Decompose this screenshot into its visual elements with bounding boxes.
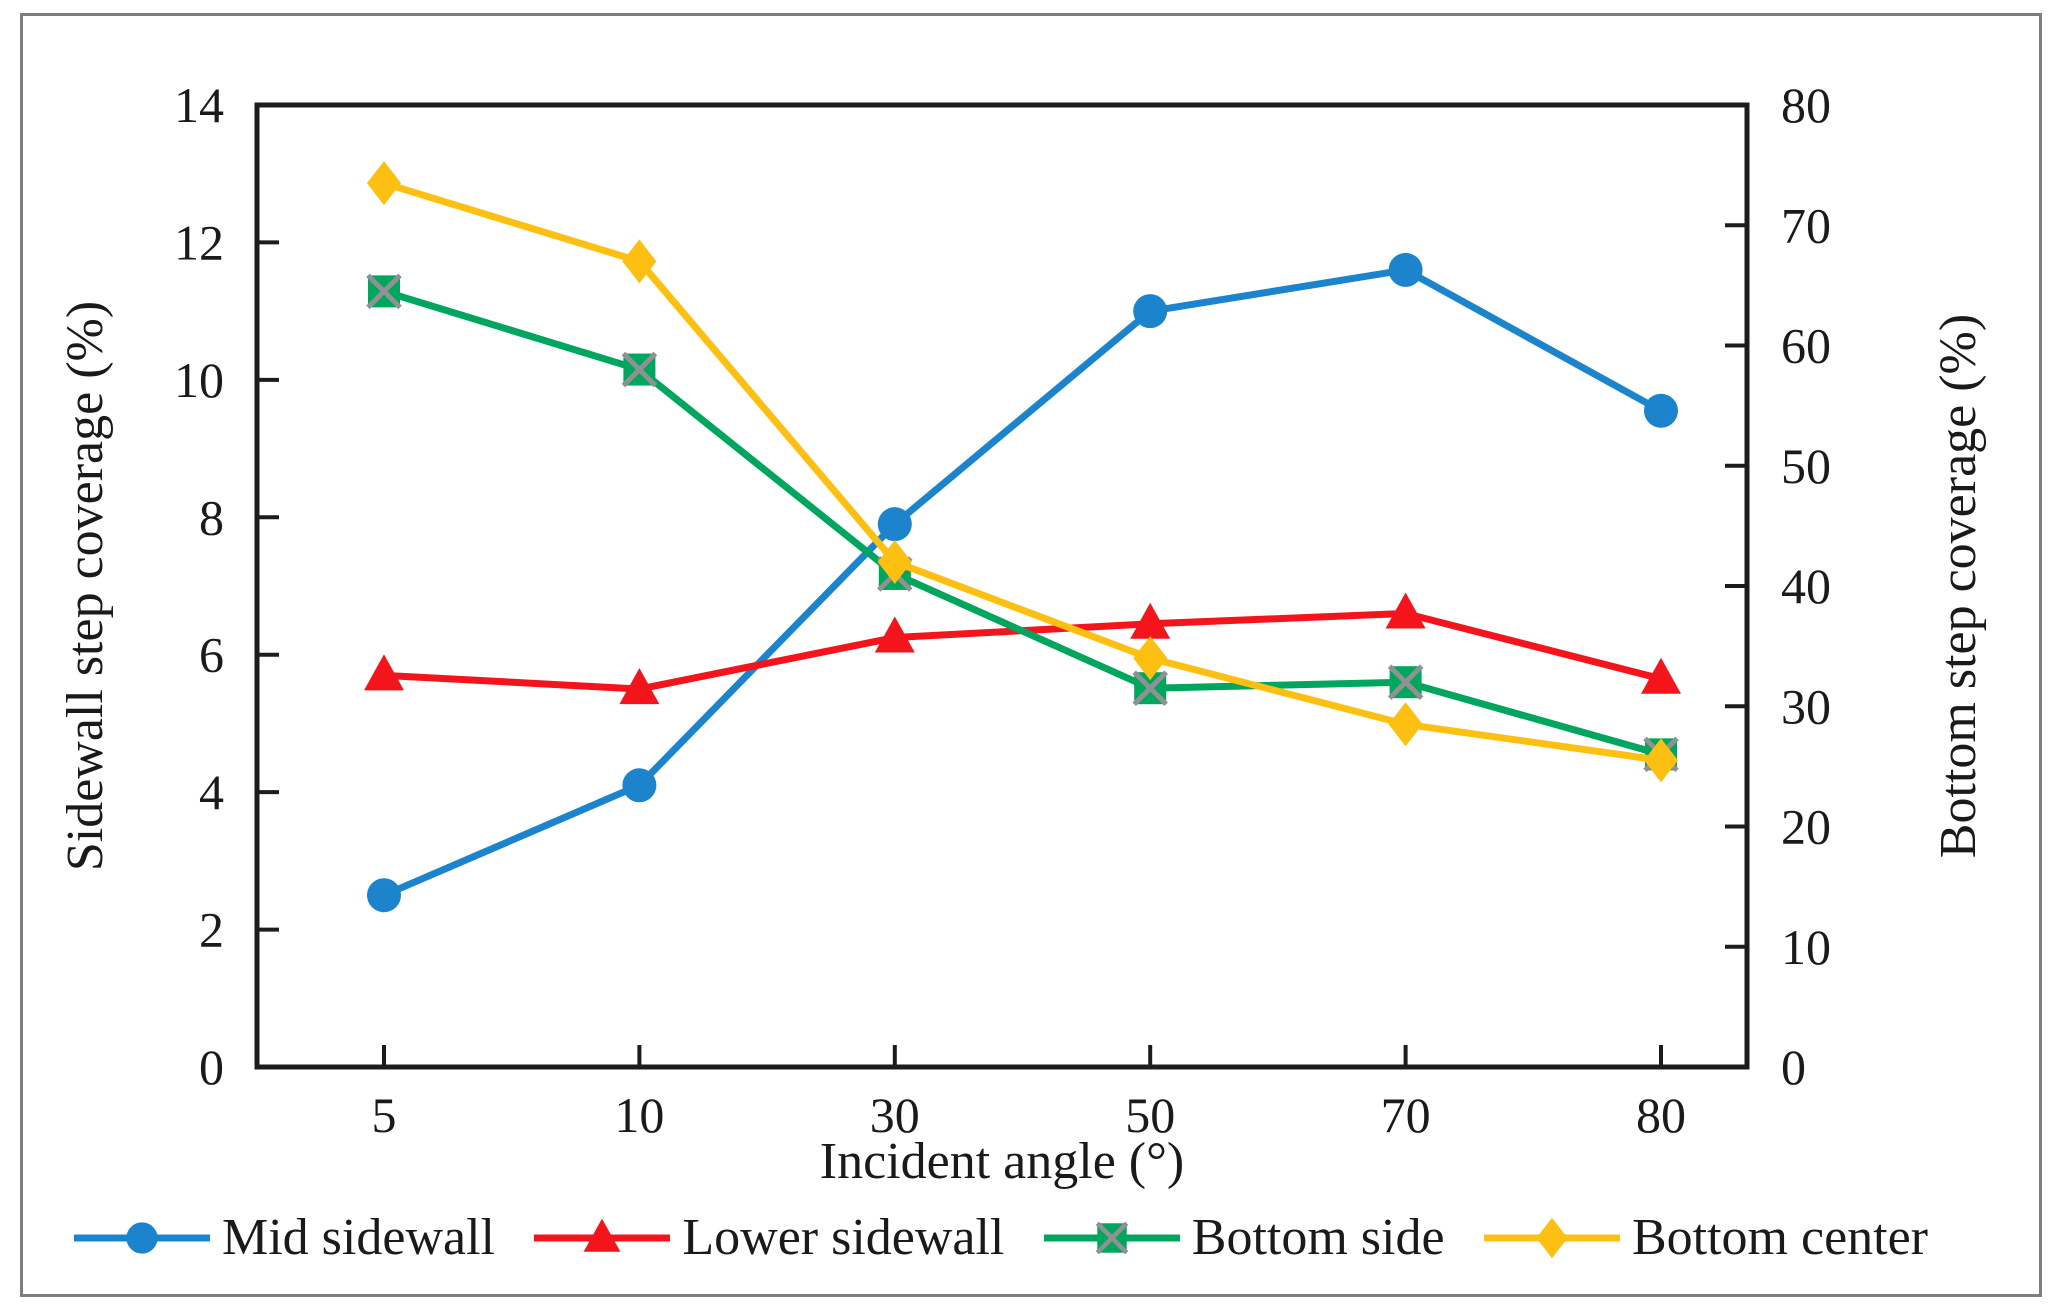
legend-label: Bottom side (1191, 1209, 1445, 1266)
series-marker-diamond (1388, 702, 1423, 747)
series-line-mid-sidewall (380, 266, 1665, 899)
plot-frame (254, 102, 1750, 1070)
square-x-legend-icon (1043, 1221, 1180, 1255)
diamond-legend-icon (1483, 1217, 1620, 1259)
legend-label: Lower sidewall (682, 1209, 1005, 1266)
figure-border (20, 13, 2042, 1297)
y-right-tick-label: 10 (1781, 919, 1831, 975)
x-tick-label: 80 (1636, 1087, 1686, 1143)
legend: Mid sidewall Lower sidewall Bottom side Bot… (72, 1198, 1928, 1278)
series-marker-diamond (1644, 738, 1678, 783)
y-right-tick-label: 60 (1781, 318, 1831, 374)
series-marker-diamond (1536, 1217, 1568, 1259)
y-left-tick-label: 12 (174, 214, 224, 270)
y-right-tick-label: 70 (1781, 197, 1831, 253)
series-marker-square-x2 (1095, 1221, 1129, 1255)
y-left-tick-label: 14 (174, 77, 224, 133)
x-tick-label: 10 (614, 1087, 664, 1143)
series-marker-square-x2 (621, 351, 658, 388)
series-marker-triangle (364, 654, 404, 691)
triangle-legend-icon (534, 1218, 671, 1252)
series-marker-circle (877, 507, 912, 542)
series-marker-diamond (622, 239, 657, 284)
series-line-bottom-center (380, 179, 1665, 764)
y-left-axis-title: Sidewall step coverage (%) (57, 301, 114, 871)
series-marker-triangle (1385, 592, 1426, 629)
circle-legend-icon (74, 1222, 210, 1254)
series-marker-circle (1133, 294, 1168, 329)
series-marker-diamond (877, 539, 912, 584)
series-marker-triangle (583, 1218, 621, 1252)
series-marker-diamond (1133, 636, 1168, 681)
legend-item-bottom-center: Bottom center (1482, 1206, 1928, 1270)
series-line-bottom-side (380, 287, 1665, 758)
y-right-tick-label: 50 (1781, 438, 1831, 494)
y-left-tick-label: 10 (174, 352, 224, 408)
series-marker-triangle (1641, 657, 1681, 694)
x-tick-label: 5 (372, 1087, 397, 1143)
x-tick-label: 50 (1125, 1087, 1175, 1143)
y-left-tick-label: 2 (199, 902, 224, 958)
series-marker-triangle (619, 668, 660, 705)
legend-item-lower-sidewall: Lower sidewall (532, 1206, 1004, 1270)
series-marker-diamond (367, 161, 401, 206)
plot-layer: 0 2 4 6 8 10 12 14 0 10 20 30 40 50 60 70 80 5 10 30 50 70 80 (174, 77, 1831, 1143)
legend-label: Bottom center (1631, 1209, 1928, 1266)
y-right-tick-label: 40 (1781, 558, 1831, 614)
y-right-tick-label: 0 (1781, 1039, 1806, 1095)
x-tick-label: 70 (1381, 1087, 1431, 1143)
series-marker-square-x2 (1132, 670, 1168, 706)
y-right-tick-label: 30 (1781, 678, 1831, 734)
y-left-tick-label: 4 (199, 764, 224, 820)
series-line-lower-sidewall (380, 609, 1665, 693)
y-left-tick-label: 6 (199, 627, 224, 683)
y-left-tick-label: 8 (199, 489, 224, 545)
series-marker-circle (1388, 252, 1423, 287)
x-tick-label: 30 (870, 1087, 920, 1143)
series-marker-triangle (874, 616, 915, 653)
legend-label: Mid sidewall (222, 1209, 495, 1266)
y-left-tick-label: 0 (199, 1039, 224, 1095)
series-marker-square-x2 (366, 273, 402, 310)
y-right-tick-label: 80 (1781, 77, 1831, 133)
series-marker-triangle (1130, 602, 1171, 639)
legend-item-bottom-side: Bottom side (1042, 1206, 1445, 1270)
y-right-tick-label: 20 (1781, 799, 1831, 855)
series-marker-circle (622, 768, 657, 803)
series-marker-circle (367, 878, 401, 913)
series-marker-circle (1644, 393, 1678, 428)
y-right-axis-title: Bottom step coverage (%) (1930, 314, 1987, 858)
x-axis-title: Incident angle (°) (820, 1133, 1184, 1190)
legend-item-mid-sidewall: Mid sidewall (72, 1206, 495, 1270)
series-marker-square-x2 (1387, 664, 1424, 700)
series-marker-circle (126, 1222, 158, 1254)
